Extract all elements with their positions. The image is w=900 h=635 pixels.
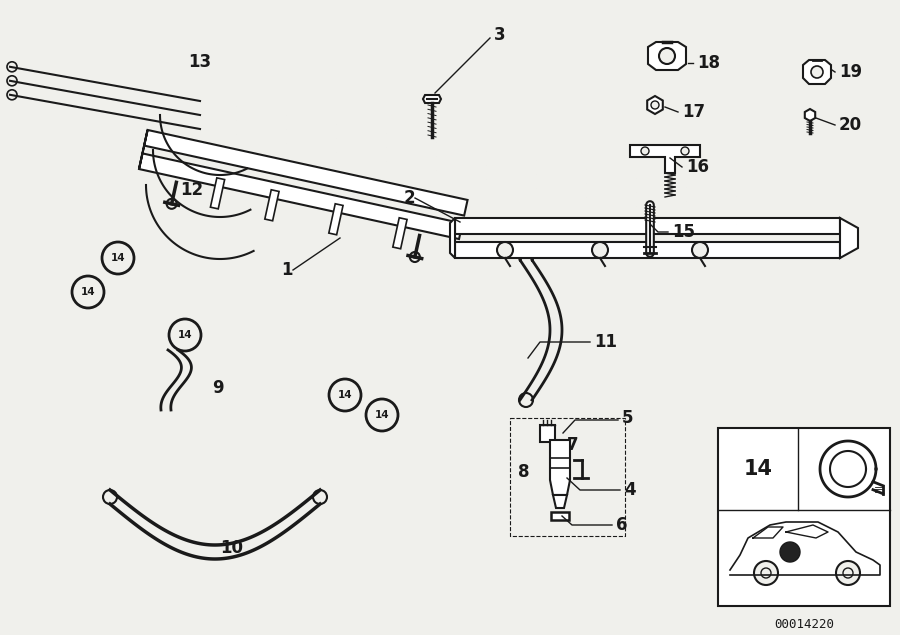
Circle shape [102,242,134,274]
Polygon shape [139,130,148,169]
Text: 11: 11 [594,333,617,351]
Circle shape [313,490,327,504]
Circle shape [166,199,176,209]
Text: 12: 12 [180,181,203,199]
Polygon shape [392,218,407,249]
Circle shape [366,399,398,431]
Text: 14: 14 [177,330,193,340]
Polygon shape [805,109,815,121]
Polygon shape [211,178,225,209]
Polygon shape [840,218,858,258]
Text: 14: 14 [338,390,352,400]
Circle shape [843,568,853,578]
Circle shape [659,48,675,64]
Polygon shape [630,145,700,173]
Circle shape [72,276,104,308]
Circle shape [7,76,17,86]
Text: 5: 5 [622,409,634,427]
Polygon shape [803,60,831,84]
Polygon shape [455,218,840,234]
Circle shape [592,242,608,258]
Text: 20: 20 [839,116,862,134]
Polygon shape [553,495,567,508]
Polygon shape [423,95,441,103]
Circle shape [692,242,708,258]
Text: 14: 14 [81,287,95,297]
Circle shape [7,62,17,72]
Circle shape [754,561,778,585]
Text: 7: 7 [567,436,579,454]
Circle shape [7,90,17,100]
Text: 00014220: 00014220 [774,618,834,631]
Circle shape [103,490,117,504]
Polygon shape [139,154,463,239]
Text: 14: 14 [111,253,125,263]
Text: 15: 15 [672,223,695,241]
Circle shape [169,319,201,351]
Circle shape [497,242,513,258]
Circle shape [811,66,823,78]
Text: 6: 6 [616,516,627,534]
Circle shape [519,393,533,407]
Polygon shape [455,242,840,258]
Text: 10: 10 [220,539,244,557]
Text: 16: 16 [686,158,709,176]
Circle shape [641,147,649,155]
Polygon shape [450,218,455,258]
Text: 2: 2 [403,189,415,207]
Text: 4: 4 [624,481,635,499]
Polygon shape [550,440,570,495]
Circle shape [836,561,860,585]
Text: 17: 17 [682,103,705,121]
Text: 13: 13 [188,53,212,71]
Text: 9: 9 [212,379,224,397]
Polygon shape [718,428,890,606]
Polygon shape [648,42,686,70]
Text: 19: 19 [839,63,862,81]
Circle shape [329,379,361,411]
Polygon shape [265,190,279,221]
Circle shape [780,542,800,562]
Polygon shape [647,96,662,114]
Circle shape [681,147,689,155]
Text: 1: 1 [282,261,293,279]
Polygon shape [328,204,343,235]
Polygon shape [551,512,569,520]
Text: 14: 14 [743,459,772,479]
Text: 14: 14 [374,410,390,420]
Polygon shape [540,425,555,442]
Text: 8: 8 [518,463,530,481]
Circle shape [410,252,420,262]
Text: 3: 3 [494,26,506,44]
Circle shape [651,101,659,109]
Circle shape [761,568,771,578]
Text: 18: 18 [697,54,720,72]
Polygon shape [144,130,468,216]
